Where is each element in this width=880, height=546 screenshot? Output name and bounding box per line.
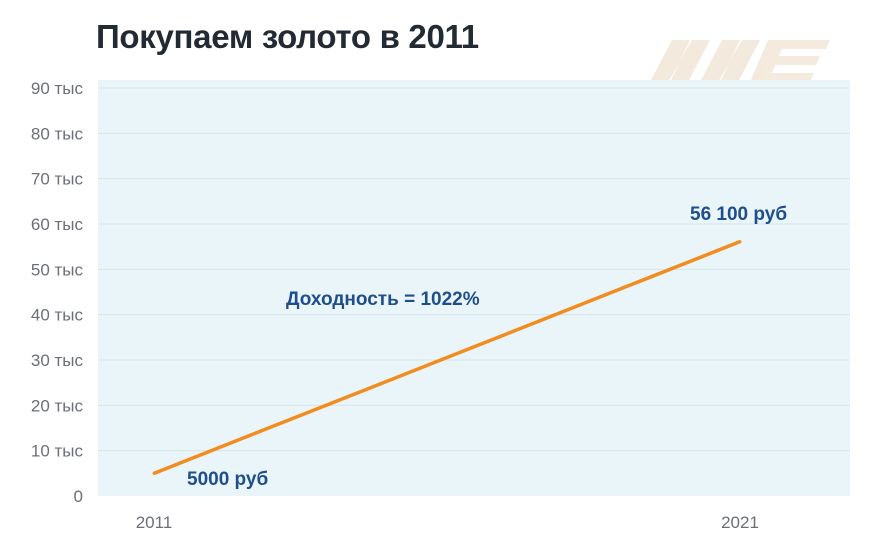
data-point <box>152 471 156 475</box>
brand-logo-watermark-icon <box>650 40 830 82</box>
annotation-return: Доходность = 1022% <box>286 289 480 310</box>
y-tick-label: 10 тыс <box>31 442 84 461</box>
x-tick-label: 2011 <box>136 513 173 532</box>
y-axis-ticks: 0 10 тыс 20 тыс 30 тыс 40 тыс 50 тыс 60 тыс 70 … <box>31 79 84 506</box>
y-tick-label: 90 тыс <box>31 79 84 98</box>
y-tick-label: 50 тыс <box>31 260 84 279</box>
grid-lines <box>98 87 850 452</box>
chart-title: Покупаем золото в 2011 <box>96 18 479 55</box>
plot-area <box>98 80 850 496</box>
y-tick-label: 30 тыс <box>31 351 84 370</box>
y-tick-label: 20 тыс <box>31 396 84 415</box>
y-tick-label: 0 <box>74 487 83 506</box>
y-tick-label: 40 тыс <box>31 306 84 325</box>
series-layer <box>152 240 742 475</box>
y-tick-label: 70 тыс <box>31 170 84 189</box>
x-tick-label: 2021 <box>721 513 759 532</box>
annotation-end-value: 56 100 руб <box>690 204 787 225</box>
series-line <box>153 240 741 475</box>
data-point <box>738 240 742 244</box>
x-axis-ticks: 2011 2021 <box>136 513 759 532</box>
y-tick-label: 60 тыс <box>31 215 84 234</box>
annotation-start-value: 5000 руб <box>187 469 268 490</box>
y-tick-label: 80 тыс <box>31 124 84 143</box>
